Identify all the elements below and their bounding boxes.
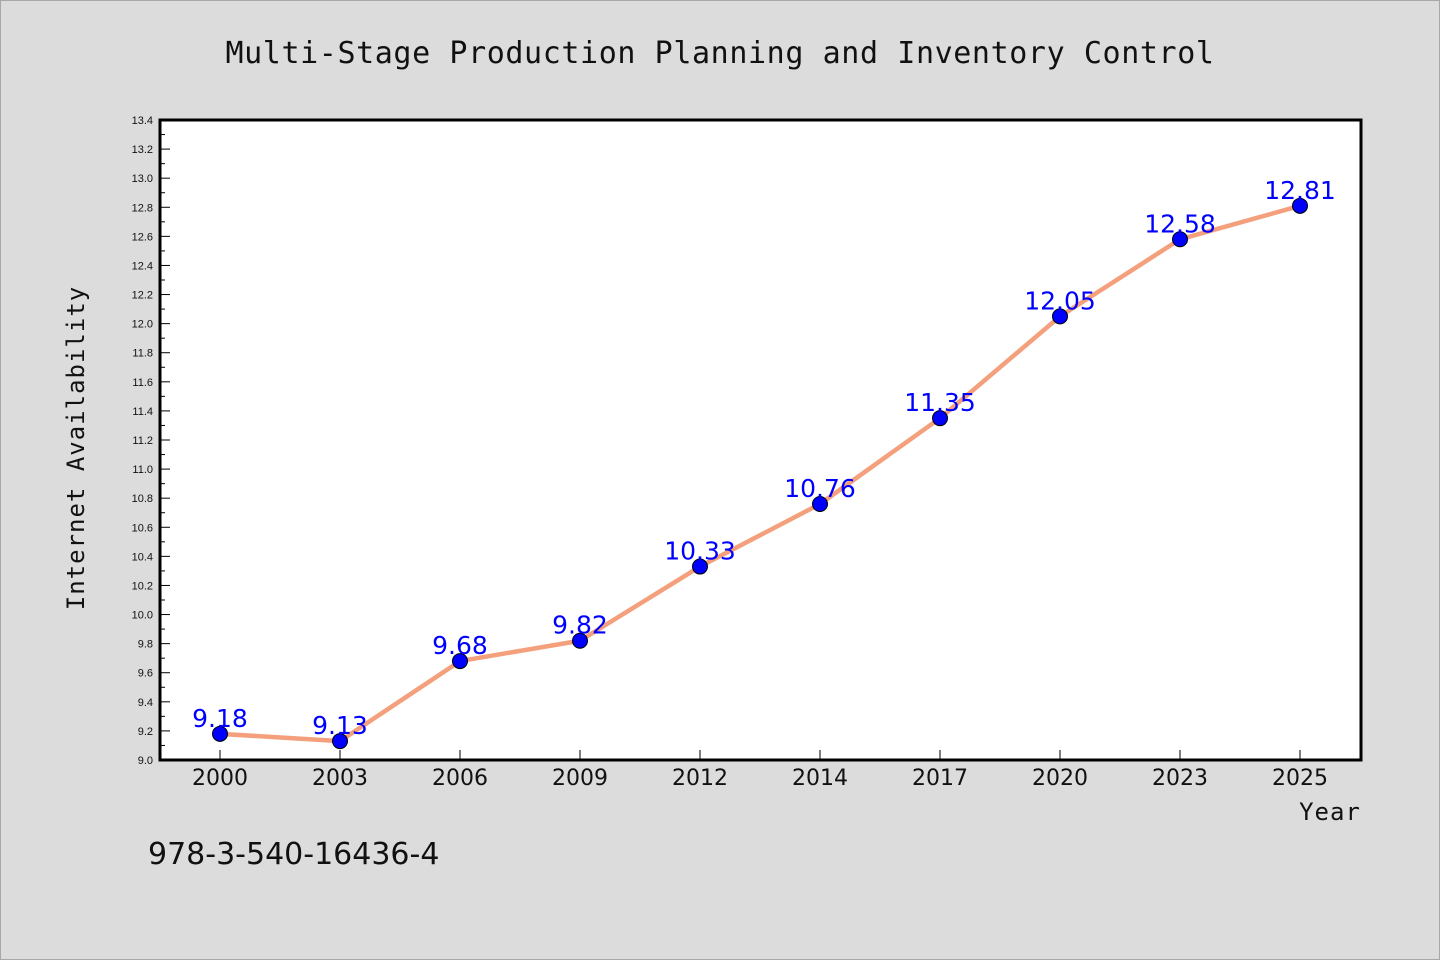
y-tick-label: 11.0 bbox=[132, 464, 153, 476]
x-axis: 2000 2003 2006 2009 2012 2014 2017 2020 2023 2025 bbox=[192, 750, 1328, 791]
plot-border bbox=[158, 118, 1363, 762]
x-tick-label: 2009 bbox=[552, 766, 608, 791]
data-point bbox=[692, 558, 708, 575]
series-line bbox=[217, 203, 1303, 744]
data-label: 12.58 bbox=[1144, 209, 1216, 238]
y-tick-label: 10.0 bbox=[132, 610, 153, 622]
y-tick-label: 13.0 bbox=[132, 173, 153, 185]
data-point bbox=[932, 410, 948, 427]
y-tick-label: 9.2 bbox=[138, 726, 153, 738]
y-tick-label: 10.4 bbox=[132, 551, 153, 563]
y-tick-label: 9.0 bbox=[138, 755, 153, 767]
data-point bbox=[452, 653, 468, 670]
y-tick-label: 13.4 bbox=[132, 115, 153, 127]
y-tick-label: 10.2 bbox=[132, 580, 153, 592]
x-tick-label: 2025 bbox=[1272, 766, 1328, 791]
x-tick-label: 2006 bbox=[432, 766, 488, 791]
y-axis-title: Internet Availability bbox=[62, 286, 90, 610]
y-tick-label: 12.8 bbox=[132, 202, 153, 214]
x-tick-label: 2017 bbox=[912, 766, 968, 791]
chart-title: Multi-Stage Production Planning and Inve… bbox=[225, 36, 1214, 71]
y-tick-label: 11.6 bbox=[132, 377, 153, 389]
y-tick-label: 10.6 bbox=[132, 522, 153, 534]
plot-area bbox=[160, 120, 1361, 760]
data-label: 11.35 bbox=[904, 388, 976, 417]
data-label: 12.05 bbox=[1024, 286, 1096, 315]
x-tick-label: 2014 bbox=[792, 766, 848, 791]
x-axis-title: Year bbox=[1299, 798, 1361, 826]
y-tick-label: 12.4 bbox=[132, 260, 153, 272]
data-point bbox=[1292, 197, 1308, 214]
y-tick-label: 11.4 bbox=[132, 406, 153, 418]
data-point bbox=[572, 632, 588, 649]
y-tick-label: 12.6 bbox=[132, 231, 153, 243]
data-label: 10.76 bbox=[784, 474, 856, 503]
y-tick-label: 11.2 bbox=[132, 435, 153, 447]
x-tick-label: 2020 bbox=[1032, 766, 1088, 791]
series-markers bbox=[212, 197, 1308, 750]
data-point bbox=[1172, 231, 1188, 248]
data-point bbox=[1052, 308, 1068, 325]
y-tick-label: 12.0 bbox=[132, 319, 153, 331]
data-point bbox=[212, 725, 228, 742]
y-axis: 9.0 9.2 9.4 9.6 9.8 10.0 10.2 10.4 10.6 10.8 11.0 1… bbox=[132, 115, 170, 767]
data-label: 9.18 bbox=[192, 704, 248, 733]
data-label: 12.81 bbox=[1264, 176, 1336, 205]
x-tick-label: 2023 bbox=[1152, 766, 1208, 791]
y-tick-label: 9.4 bbox=[138, 697, 153, 709]
y-tick-label: 9.8 bbox=[138, 639, 153, 651]
data-point bbox=[332, 733, 348, 750]
y-tick-label: 9.6 bbox=[138, 668, 153, 680]
x-tick-label: 2003 bbox=[312, 766, 368, 791]
y-tick-label: 11.8 bbox=[132, 348, 153, 360]
y-tick-label: 13.2 bbox=[132, 144, 153, 156]
data-point bbox=[812, 496, 828, 512]
data-labels: 9.18 9.13 9.68 9.82 10.33 10.76 11.35 12.05 12.5… bbox=[192, 176, 1336, 740]
y-tick-label: 12.2 bbox=[132, 290, 153, 302]
y-tick-label: 10.8 bbox=[132, 493, 153, 505]
x-tick-label: 2012 bbox=[672, 766, 728, 791]
data-label: 9.68 bbox=[432, 631, 488, 660]
data-label: 9.13 bbox=[312, 711, 368, 740]
x-tick-label: 2000 bbox=[192, 766, 248, 791]
data-label: 10.33 bbox=[664, 537, 736, 566]
data-label: 9.82 bbox=[552, 611, 608, 640]
reference-code: 978-3-540-16436-4 bbox=[148, 837, 439, 872]
